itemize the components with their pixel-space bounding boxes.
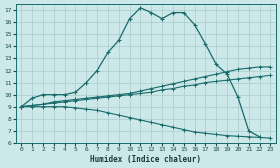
X-axis label: Humidex (Indice chaleur): Humidex (Indice chaleur) [90,155,201,164]
